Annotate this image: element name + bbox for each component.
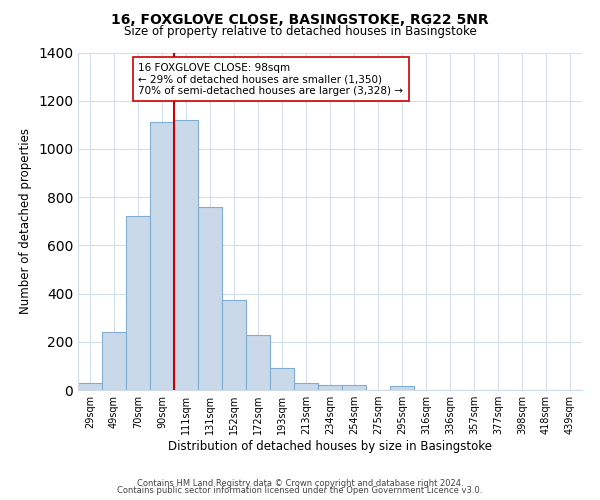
Bar bbox=[174, 120, 198, 390]
Text: Contains public sector information licensed under the Open Government Licence v3: Contains public sector information licen… bbox=[118, 486, 482, 495]
Bar bbox=[342, 385, 366, 390]
Bar bbox=[222, 300, 246, 390]
Bar bbox=[78, 383, 102, 390]
Text: 16, FOXGLOVE CLOSE, BASINGSTOKE, RG22 5NR: 16, FOXGLOVE CLOSE, BASINGSTOKE, RG22 5N… bbox=[111, 12, 489, 26]
Bar bbox=[198, 207, 222, 390]
Text: Size of property relative to detached houses in Basingstoke: Size of property relative to detached ho… bbox=[124, 25, 476, 38]
Bar bbox=[318, 385, 342, 390]
Bar bbox=[294, 383, 318, 390]
Text: 16 FOXGLOVE CLOSE: 98sqm
← 29% of detached houses are smaller (1,350)
70% of sem: 16 FOXGLOVE CLOSE: 98sqm ← 29% of detach… bbox=[139, 62, 403, 96]
Text: Contains HM Land Registry data © Crown copyright and database right 2024.: Contains HM Land Registry data © Crown c… bbox=[137, 478, 463, 488]
Bar bbox=[126, 216, 150, 390]
Bar bbox=[102, 332, 126, 390]
Bar bbox=[150, 122, 174, 390]
Bar bbox=[246, 334, 270, 390]
X-axis label: Distribution of detached houses by size in Basingstoke: Distribution of detached houses by size … bbox=[168, 440, 492, 453]
Y-axis label: Number of detached properties: Number of detached properties bbox=[19, 128, 32, 314]
Bar bbox=[390, 386, 414, 390]
Bar bbox=[270, 368, 294, 390]
